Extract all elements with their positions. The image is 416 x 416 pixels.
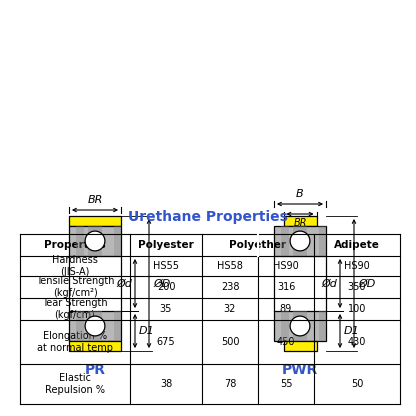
Bar [88, 311, 102, 341]
Text: 316: 316 [277, 282, 295, 292]
Text: 350: 350 [348, 282, 366, 292]
Bar [88, 226, 102, 256]
Text: HS55: HS55 [153, 261, 179, 271]
Text: Urethane Properties: Urethane Properties [128, 210, 288, 224]
Bar [274, 226, 326, 256]
Bar [281, 311, 289, 341]
Bar [283, 216, 317, 226]
Bar [281, 226, 289, 256]
Bar [319, 311, 326, 341]
Text: 430: 430 [348, 337, 366, 347]
Text: Hardness
(JIS-A): Hardness (JIS-A) [52, 255, 98, 277]
Text: BR: BR [293, 218, 307, 228]
Text: Ød: Ød [321, 278, 337, 289]
Bar [274, 311, 326, 341]
Bar [319, 226, 326, 256]
Text: 238: 238 [221, 282, 239, 292]
Text: 100: 100 [348, 304, 366, 314]
Text: Elastic
Repulsion %: Elastic Repulsion % [45, 373, 105, 395]
Text: 89: 89 [280, 304, 292, 314]
Bar [283, 341, 317, 351]
Text: 500: 500 [221, 337, 239, 347]
Bar [69, 226, 121, 256]
Text: Adipete: Adipete [334, 240, 380, 250]
Circle shape [290, 231, 310, 251]
Text: Tensile Strength
(kgf/cm²): Tensile Strength (kgf/cm²) [36, 276, 114, 298]
Text: 450: 450 [277, 337, 295, 347]
Text: Tear Strength
(kgf/cm): Tear Strength (kgf/cm) [42, 298, 108, 320]
Text: HS90: HS90 [273, 261, 299, 271]
Text: 55: 55 [280, 379, 292, 389]
Bar [76, 311, 84, 341]
Text: 38: 38 [160, 379, 172, 389]
Text: D1: D1 [139, 326, 155, 336]
Text: Properties: Properties [44, 240, 106, 250]
Text: BR: BR [87, 195, 103, 205]
Text: Ød: Ød [116, 278, 132, 289]
Text: Polyether: Polyether [230, 240, 287, 250]
Bar [76, 226, 84, 256]
Text: Polyester: Polyester [138, 240, 194, 250]
Text: D1: D1 [344, 326, 360, 336]
Bar [293, 226, 307, 256]
Circle shape [85, 231, 105, 251]
Bar [293, 311, 307, 341]
Text: HS90: HS90 [344, 261, 370, 271]
Text: 675: 675 [157, 337, 175, 347]
Circle shape [85, 316, 105, 336]
Text: ØD: ØD [358, 278, 375, 289]
Bar [114, 226, 121, 256]
Text: Elongation %
at normal temp: Elongation % at normal temp [37, 331, 113, 353]
Text: 200: 200 [157, 282, 175, 292]
Text: PR: PR [84, 363, 106, 377]
Bar [69, 311, 121, 341]
Text: 32: 32 [224, 304, 236, 314]
Text: PWR: PWR [282, 363, 318, 377]
Text: HS58: HS58 [217, 261, 243, 271]
Circle shape [290, 316, 310, 336]
Text: 78: 78 [224, 379, 236, 389]
Bar [69, 341, 121, 351]
Bar [69, 216, 121, 226]
Text: 50: 50 [351, 379, 363, 389]
Text: 35: 35 [160, 304, 172, 314]
Bar [114, 311, 121, 341]
Text: B: B [296, 189, 304, 199]
Text: ØD: ØD [153, 278, 171, 289]
